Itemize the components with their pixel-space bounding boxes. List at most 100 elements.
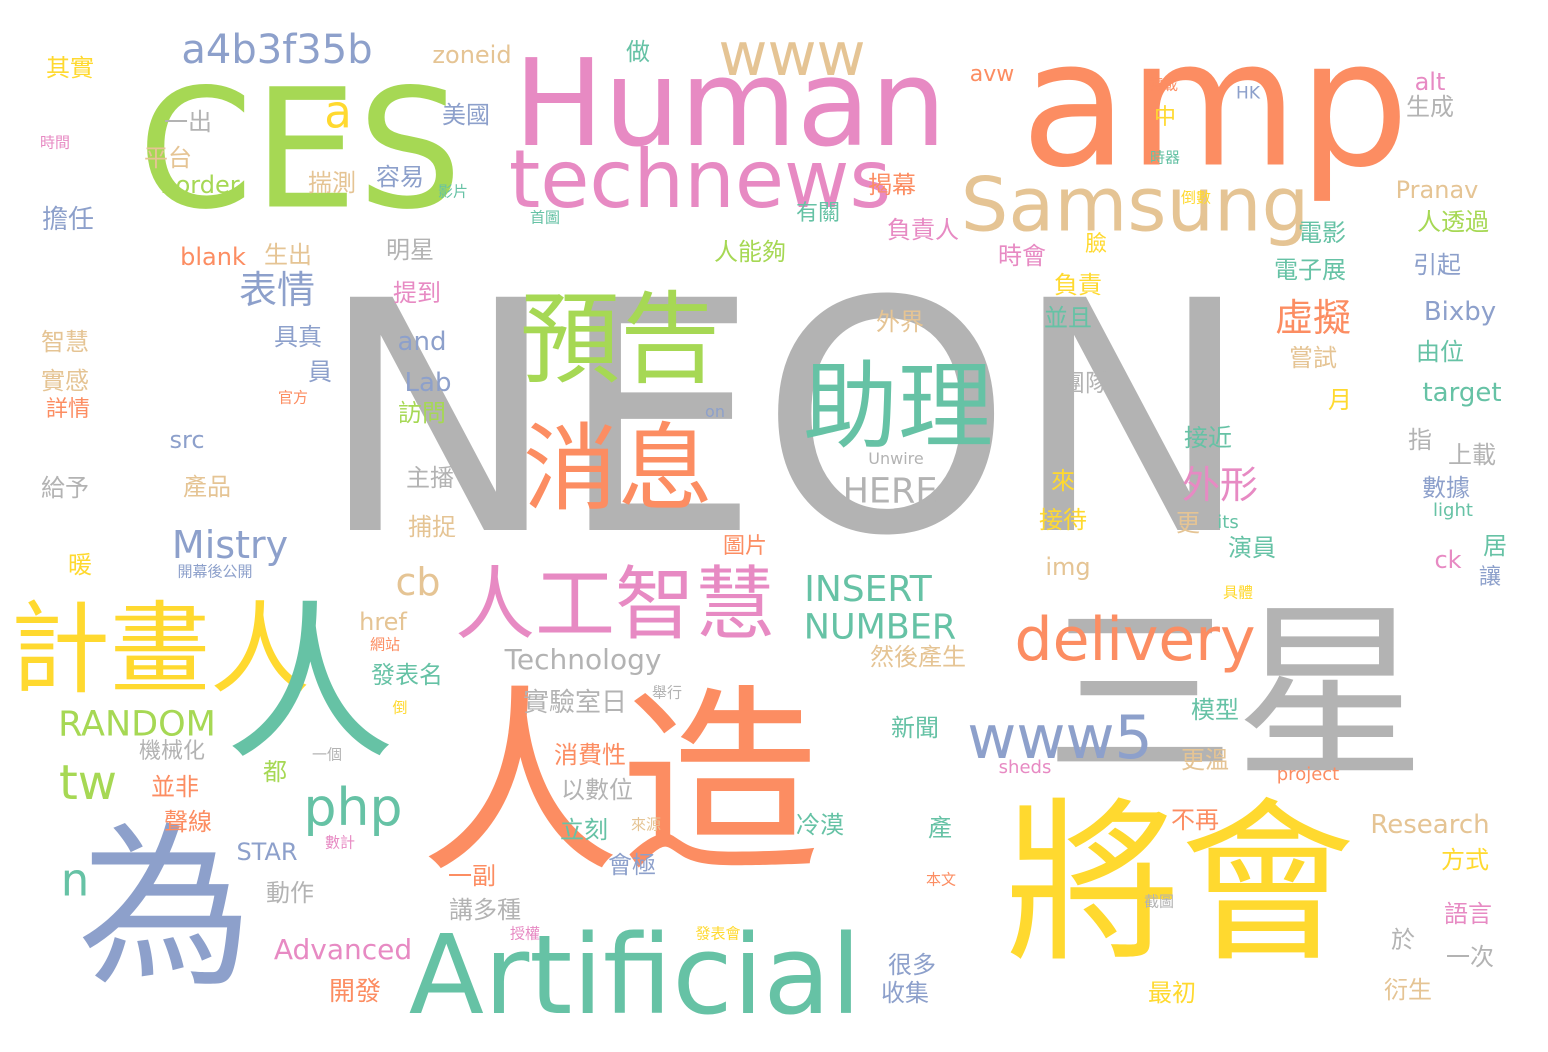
cloud-word: 並非 xyxy=(151,775,199,799)
cloud-word: 電子展 xyxy=(1274,258,1346,282)
cloud-word: 美國 xyxy=(442,103,490,127)
cloud-word: 都 xyxy=(263,760,287,784)
cloud-word: 外形 xyxy=(1182,466,1258,504)
cloud-word: 消息 xyxy=(523,423,713,518)
cloud-word: 以數位 xyxy=(561,778,633,802)
cloud-word: 預告 xyxy=(520,290,720,390)
cloud-word: 語言 xyxy=(1444,902,1492,926)
cloud-word: RANDOM xyxy=(58,708,216,743)
cloud-word: 時器 xyxy=(1150,151,1180,166)
cloud-word: tw xyxy=(59,759,117,807)
cloud-word: 收集 xyxy=(881,981,929,1005)
cloud-word: 其實 xyxy=(46,56,94,80)
cloud-word: 冷漠 xyxy=(796,813,844,837)
cloud-word: 人能夠 xyxy=(714,240,786,264)
cloud-word: 實感 xyxy=(41,369,89,393)
cloud-word: 具真 xyxy=(274,325,322,349)
cloud-word: 消費性 xyxy=(554,743,626,767)
cloud-word: 方式 xyxy=(1441,848,1489,872)
cloud-word: 容易 xyxy=(376,165,424,189)
cloud-word: 暖 xyxy=(68,553,92,577)
cloud-word: 指 xyxy=(1408,428,1432,452)
cloud-word: 不再 xyxy=(1171,808,1219,832)
cloud-word: Samsung xyxy=(961,168,1309,243)
cloud-word: src xyxy=(169,428,204,452)
cloud-word: 引起 xyxy=(1413,253,1461,277)
cloud-word: 新聞 xyxy=(891,716,939,740)
cloud-word: light xyxy=(1433,502,1473,520)
cloud-word: 最初 xyxy=(1148,981,1196,1005)
cloud-word: Bixby xyxy=(1424,299,1496,325)
cloud-word: 負責 xyxy=(1054,273,1102,297)
cloud-word: 人透過 xyxy=(1417,210,1489,234)
cloud-word: 給予 xyxy=(41,476,89,500)
cloud-word: its xyxy=(1217,514,1238,532)
cloud-word: 更 xyxy=(1176,511,1200,535)
cloud-word: 一出 xyxy=(164,110,212,134)
cloud-word: 臉 xyxy=(1085,234,1107,256)
cloud-word: 動作 xyxy=(266,881,314,905)
cloud-word: Artificial xyxy=(409,920,861,1030)
cloud-word: delivery xyxy=(1015,610,1256,670)
cloud-word: 機械化 xyxy=(139,741,205,763)
cloud-word: 數計 xyxy=(325,836,355,851)
cloud-word: blank xyxy=(180,245,246,269)
cloud-word: HERE xyxy=(843,475,938,510)
cloud-word: Research xyxy=(1370,812,1489,838)
cloud-word: 接近 xyxy=(1184,426,1232,450)
cloud-word: Pranav xyxy=(1396,178,1479,202)
cloud-word: 提到 xyxy=(393,281,441,305)
cloud-word: 開幕後公開 xyxy=(177,565,252,580)
cloud-word: border xyxy=(160,173,239,197)
cloud-word: STAR xyxy=(236,840,297,864)
cloud-word: 助理 xyxy=(803,361,993,456)
cloud-word: 授權 xyxy=(510,927,540,942)
cloud-word: 開發 xyxy=(329,979,381,1005)
cloud-word: 實驗室日 xyxy=(523,690,627,716)
cloud-word: 影片 xyxy=(438,185,468,200)
cloud-word: 生成 xyxy=(1406,95,1454,119)
cloud-word: 人工智慧 xyxy=(455,565,775,645)
cloud-word: target xyxy=(1422,380,1501,406)
cloud-word: 立刻 xyxy=(560,818,608,842)
cloud-word: 模型 xyxy=(1191,698,1239,722)
cloud-word: a4b3f35b xyxy=(181,30,372,70)
cloud-word: 產品 xyxy=(183,475,231,499)
cloud-word: 中 xyxy=(1154,107,1176,129)
cloud-word: 有關 xyxy=(796,203,840,225)
cloud-word: 轉載 xyxy=(1148,78,1178,93)
cloud-word: 截圖 xyxy=(1144,895,1174,910)
cloud-word: 講多種 xyxy=(449,898,521,922)
cloud-word: n xyxy=(61,858,90,903)
cloud-word: 演員 xyxy=(1228,536,1276,560)
cloud-word: img xyxy=(1045,555,1090,579)
cloud-word: 數據 xyxy=(1422,476,1470,500)
cloud-word: 負責人 xyxy=(887,218,959,242)
cloud-word: 具體 xyxy=(1223,586,1253,601)
cloud-word: 於 xyxy=(1391,928,1415,952)
cloud-word: 詳情 xyxy=(46,399,90,421)
cloud-word: project xyxy=(1277,766,1339,784)
cloud-word: on xyxy=(705,404,725,420)
cloud-word: 產 xyxy=(928,816,952,840)
cloud-word: 揭幕 xyxy=(868,173,916,197)
cloud-word: 並且 xyxy=(1044,306,1092,330)
cloud-word: Unwire xyxy=(868,451,923,467)
cloud-word: INSERT xyxy=(804,572,932,608)
cloud-word: ck xyxy=(1434,548,1461,572)
cloud-word: Technology xyxy=(505,646,662,674)
cloud-word: 網站 xyxy=(370,638,400,653)
cloud-word: 舉行 xyxy=(652,686,682,701)
cloud-word: alt xyxy=(1415,70,1446,94)
cloud-word: 時會 xyxy=(998,244,1046,268)
cloud-word: 虛擬 xyxy=(1275,299,1351,337)
cloud-word: 團隊 xyxy=(1061,371,1109,395)
cloud-word: 倒數 xyxy=(1181,191,1211,206)
cloud-word: 來 xyxy=(1051,469,1075,493)
cloud-word: 來源 xyxy=(631,818,661,833)
cloud-word: 本文 xyxy=(926,873,956,888)
cloud-word: 更溫 xyxy=(1181,748,1229,772)
cloud-word: 然後產生 xyxy=(870,645,966,669)
cloud-word: 發表名 xyxy=(371,663,443,687)
